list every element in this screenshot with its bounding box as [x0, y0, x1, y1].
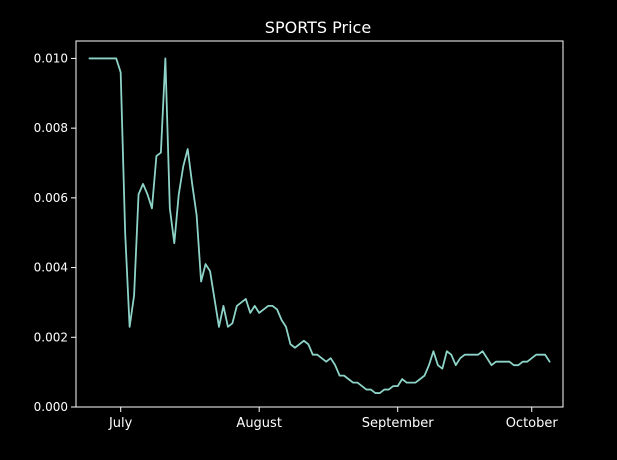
- x-axis: July August September October: [108, 407, 558, 431]
- chart-title: SPORTS Price: [265, 18, 371, 37]
- x-axis-tick-label: July: [108, 416, 133, 431]
- plot-frame: [75, 40, 564, 408]
- y-axis-tick-label: 0.004: [34, 261, 68, 275]
- y-axis-tick-label: 0.006: [34, 191, 68, 205]
- x-axis-tick-label: October: [506, 416, 559, 431]
- y-axis: 0.000 0.002 0.004 0.006 0.008 0.010: [34, 51, 76, 414]
- x-axis-tick-label: September: [362, 416, 435, 431]
- y-axis-tick-label: 0.000: [34, 400, 68, 414]
- x-axis-tick-label: August: [236, 416, 282, 431]
- y-axis-tick-label: 0.010: [34, 51, 68, 65]
- series-layer: [88, 57, 551, 394]
- price-series-line: [88, 57, 551, 394]
- y-axis-tick-label: 0.008: [34, 121, 68, 135]
- y-axis-tick-label: 0.002: [34, 330, 68, 344]
